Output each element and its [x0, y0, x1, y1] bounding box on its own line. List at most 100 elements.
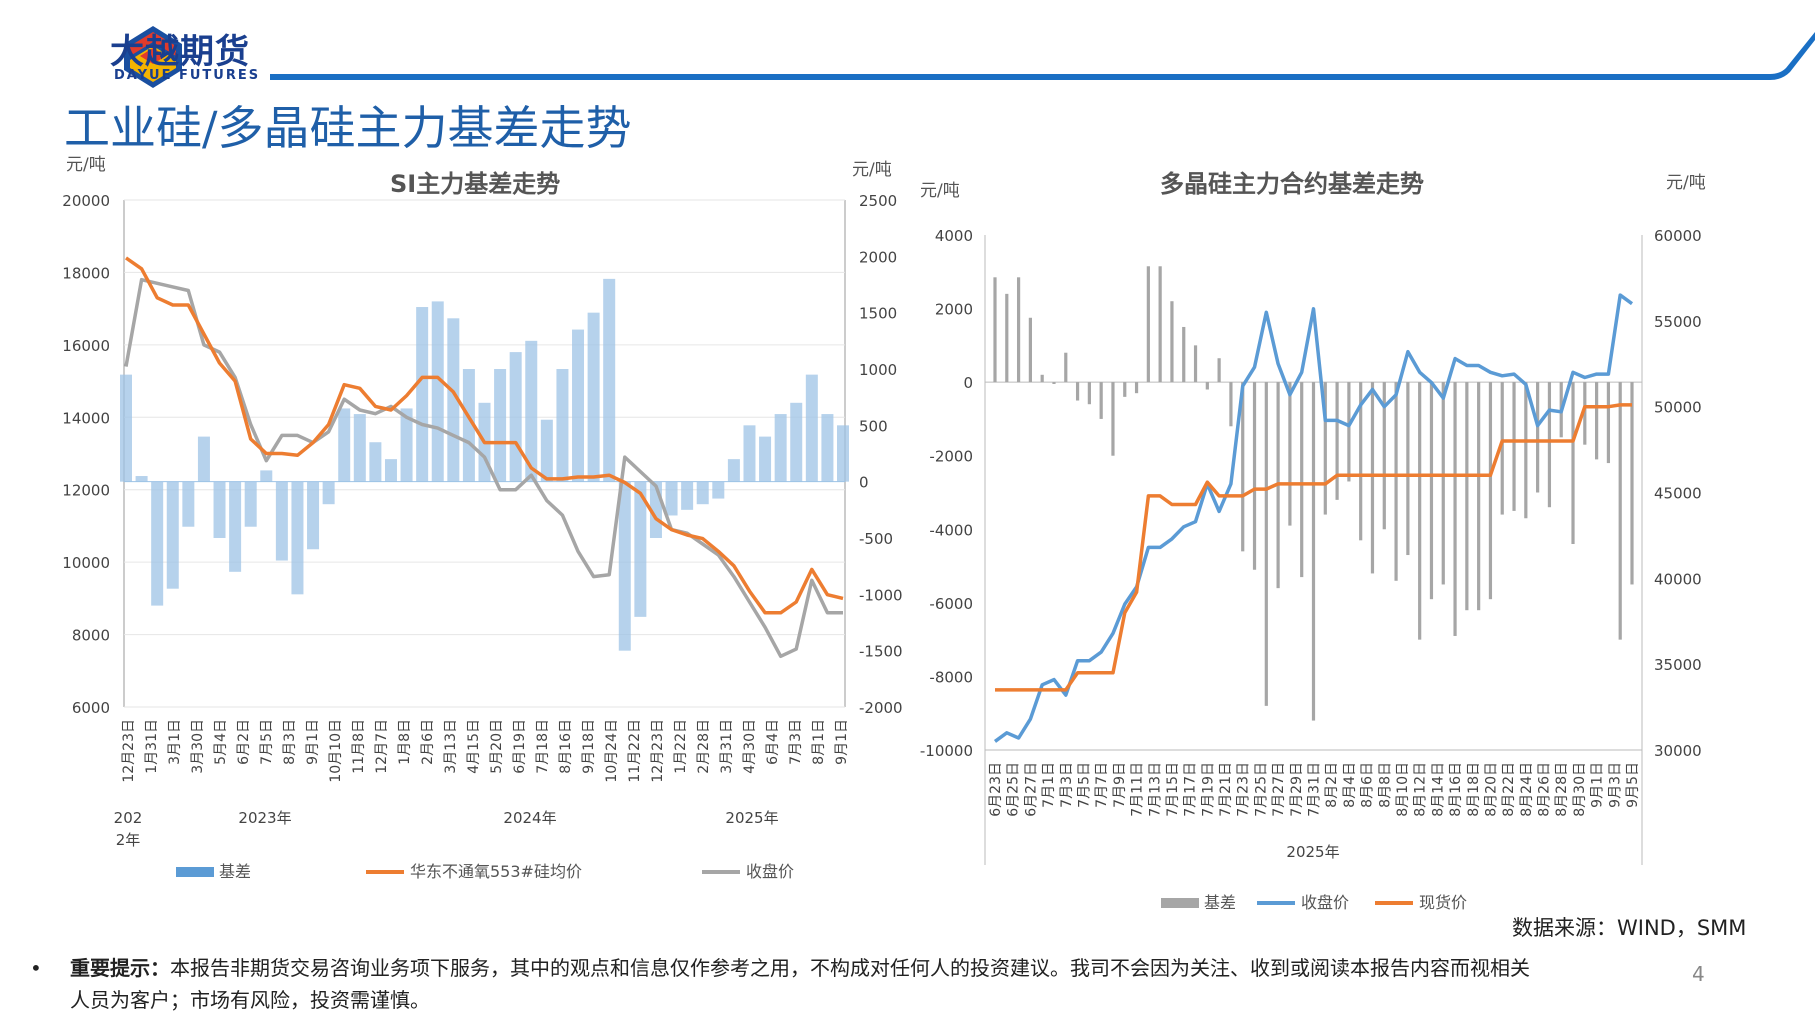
chart2-basis-bar — [1477, 382, 1481, 611]
chart2-left-tick: 0 — [963, 374, 973, 392]
chart2-x-tick: 8月28日 — [1554, 762, 1570, 817]
chart1-basis-bar — [322, 481, 335, 505]
chart1-left-tick: 12000 — [62, 482, 110, 500]
chart2-title: 多晶硅主力合约基差走势 — [1160, 170, 1424, 198]
chart2-basis-bar — [1630, 382, 1634, 585]
chart2-x-tick: 7月25日 — [1253, 762, 1269, 817]
chart2-left-unit: 元/吨 — [920, 181, 960, 201]
chart2-basis-bar — [1040, 374, 1044, 383]
chart1-x-tick: 5月20日 — [489, 719, 505, 774]
chart2-basis-bar — [1323, 382, 1327, 515]
data-source: 数据来源：WIND，SMM — [1512, 916, 1747, 940]
chart2-x-tick: 8月22日 — [1501, 762, 1517, 817]
chart2-basis-bar — [1064, 352, 1068, 383]
chart2-basis-bar — [1005, 293, 1009, 383]
chart1-right-tick: -2000 — [859, 699, 903, 717]
chart2-x-tick: 8月26日 — [1537, 762, 1553, 817]
chart1-x-tick: 1月31日 — [144, 719, 160, 774]
chart1-year-label: 2024年 — [503, 809, 556, 827]
chart1-right-tick: -500 — [859, 530, 893, 548]
chart2-basis-bar — [1146, 266, 1150, 383]
chart2-basis-bar — [1536, 382, 1540, 493]
chart2-left-tick: -2000 — [929, 448, 973, 466]
chart2-left-tick: 2000 — [935, 301, 973, 319]
chart1-basis-bar — [603, 278, 616, 482]
chart1-basis-bar — [618, 481, 631, 651]
chart2-basis-bar — [1606, 382, 1611, 464]
chart1-basis-bar — [229, 481, 242, 572]
chart1-spot-line — [124, 256, 844, 615]
chart1-right-tick: 1500 — [859, 305, 897, 323]
chart2-basis-bar — [1418, 382, 1422, 640]
chart1-x-tick: 1月8日 — [397, 719, 413, 765]
chart2-basis-bar — [1465, 382, 1469, 611]
chart1-basis-bar — [197, 436, 210, 482]
chart2-legend-basis-swatch — [1161, 898, 1199, 908]
chart2-x-tick: 7月19日 — [1200, 762, 1216, 817]
chart2-x-tick: 7月27日 — [1271, 762, 1287, 817]
chart1-basis-bar — [462, 369, 475, 482]
chart1-x-tick: 2月28日 — [696, 719, 712, 774]
chart1-basis-bar — [696, 481, 709, 505]
chart2-basis-bar — [1170, 301, 1174, 383]
chart1-title: SI主力基差走势 — [390, 170, 561, 198]
chart1-x-tick: 6月19日 — [512, 719, 528, 774]
chart2-x-tick: 8月12日 — [1413, 762, 1429, 817]
chart2-x-tick: 9月5日 — [1625, 762, 1641, 808]
chart2-basis-bar — [1524, 382, 1528, 519]
chart1-left-tick: 16000 — [62, 337, 110, 355]
chart1-left-tick: 14000 — [62, 409, 110, 427]
chart1-basis-bar — [166, 481, 179, 589]
chart2-x-tick: 6月23日 — [988, 762, 1004, 817]
chart2-x-tick: 8月8日 — [1377, 762, 1393, 808]
chart1-x-tick: 9月18日 — [581, 719, 597, 774]
chart1-basis-bar — [135, 476, 148, 482]
chart1-x-tick: 6月4日 — [765, 719, 781, 765]
chart2-basis-bar — [1370, 382, 1375, 574]
chart1-x-tick: 10月10日 — [328, 719, 344, 783]
chart1-x-tick: 1月22日 — [673, 719, 689, 774]
chart2-basis-bar — [1182, 326, 1186, 383]
chart1-left-tick: 10000 — [62, 554, 110, 572]
chart2-basis-bar — [1158, 266, 1162, 383]
chart1-right-tick: -1000 — [859, 586, 903, 604]
chart2-x-tick: 7月1日 — [1041, 762, 1057, 808]
chart1-x-tick: 4月15日 — [466, 719, 482, 774]
chart2-x-tick: 8月20日 — [1483, 762, 1499, 817]
chart1-right-tick: 0 — [859, 474, 869, 492]
chart1-basis-bar — [540, 419, 553, 482]
chart1-x-tick: 9月1日 — [834, 719, 850, 765]
chart2-legend-basis: 基差 — [1204, 893, 1236, 912]
chart2-basis-bar — [1205, 382, 1209, 390]
chart1-year-label: 2025年 — [725, 809, 778, 827]
chart2-left-tick: 4000 — [935, 227, 973, 245]
chart2-x-tick: 8月10日 — [1395, 762, 1411, 817]
chart1-legend-spot: 华东不通氧553#硅均价 — [410, 862, 582, 881]
chart1-left-tick: 8000 — [72, 627, 110, 645]
notice-label: 重要提示： — [70, 956, 170, 980]
chart2-basis-bar — [1571, 382, 1575, 544]
chart1-x-tick: 2月6日 — [420, 719, 436, 765]
chart1-basis-bar — [681, 481, 694, 510]
chart2-basis-bar — [1264, 382, 1268, 706]
chart1-x-tick: 7月18日 — [535, 719, 551, 774]
chart1-basis-bar — [244, 481, 257, 527]
chart1-x-tick: 6月2日 — [236, 719, 252, 765]
chart1-basis-bar — [525, 340, 538, 482]
chart2-right-tick: 40000 — [1654, 570, 1702, 588]
chart2-right-tick: 50000 — [1654, 399, 1702, 417]
chart2-x-tick: 7月13日 — [1147, 762, 1163, 817]
polysilicon-basis-chart: 4000 2000 0 -2000 -4000 -6000 -8000 -10000 60000… — [920, 227, 1702, 912]
chart2-x-tick: 7月11日 — [1130, 762, 1146, 817]
chart1-x-tick: 9月1日 — [305, 719, 321, 765]
chart2-x-tick: 9月1日 — [1590, 762, 1606, 808]
chart2-basis-bar — [1347, 382, 1351, 482]
chart2-close-line — [993, 293, 1634, 743]
chart1-basis-bar — [821, 414, 834, 482]
company-logo-icon — [124, 26, 182, 88]
chart1-x-tick: 3月13日 — [443, 719, 459, 774]
chart1-x-tick: 7月3日 — [788, 719, 804, 765]
chart1-basis-bar — [587, 312, 600, 482]
chart2-x-tick: 8月4日 — [1342, 762, 1358, 808]
chart2-basis-bar — [1512, 382, 1516, 511]
